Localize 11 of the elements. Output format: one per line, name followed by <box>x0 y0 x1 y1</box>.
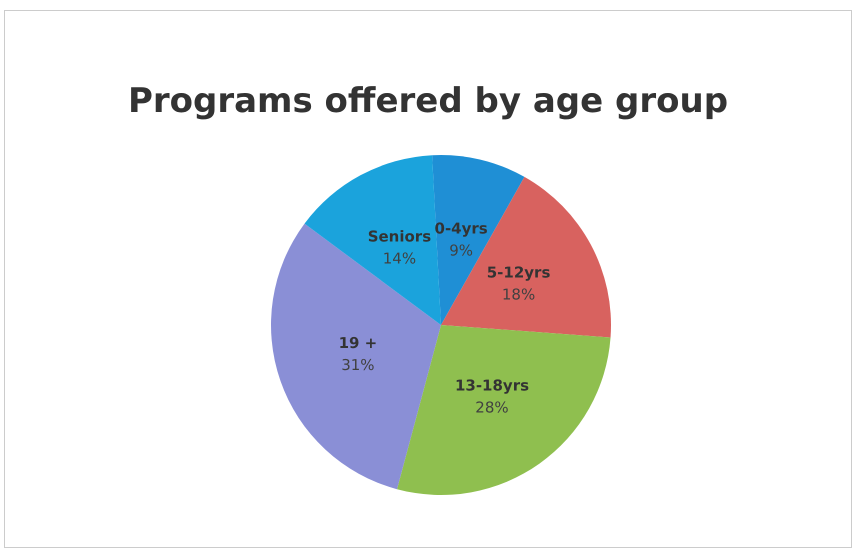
data-label: 14% <box>382 249 416 268</box>
slice-label: 19 + <box>338 334 378 352</box>
slice-label: 5-12yrs <box>486 263 550 282</box>
data-label: 9% <box>449 241 473 260</box>
chart-title: Programs offered by age group <box>128 81 728 121</box>
data-label: 28% <box>475 398 509 417</box>
slice-label: 13-18yrs <box>454 376 530 395</box>
data-label: 31% <box>341 356 375 374</box>
data-label: 18% <box>502 285 536 304</box>
slice-label: 0-4yrs <box>434 219 488 238</box>
slice-label: Seniors <box>368 227 432 246</box>
